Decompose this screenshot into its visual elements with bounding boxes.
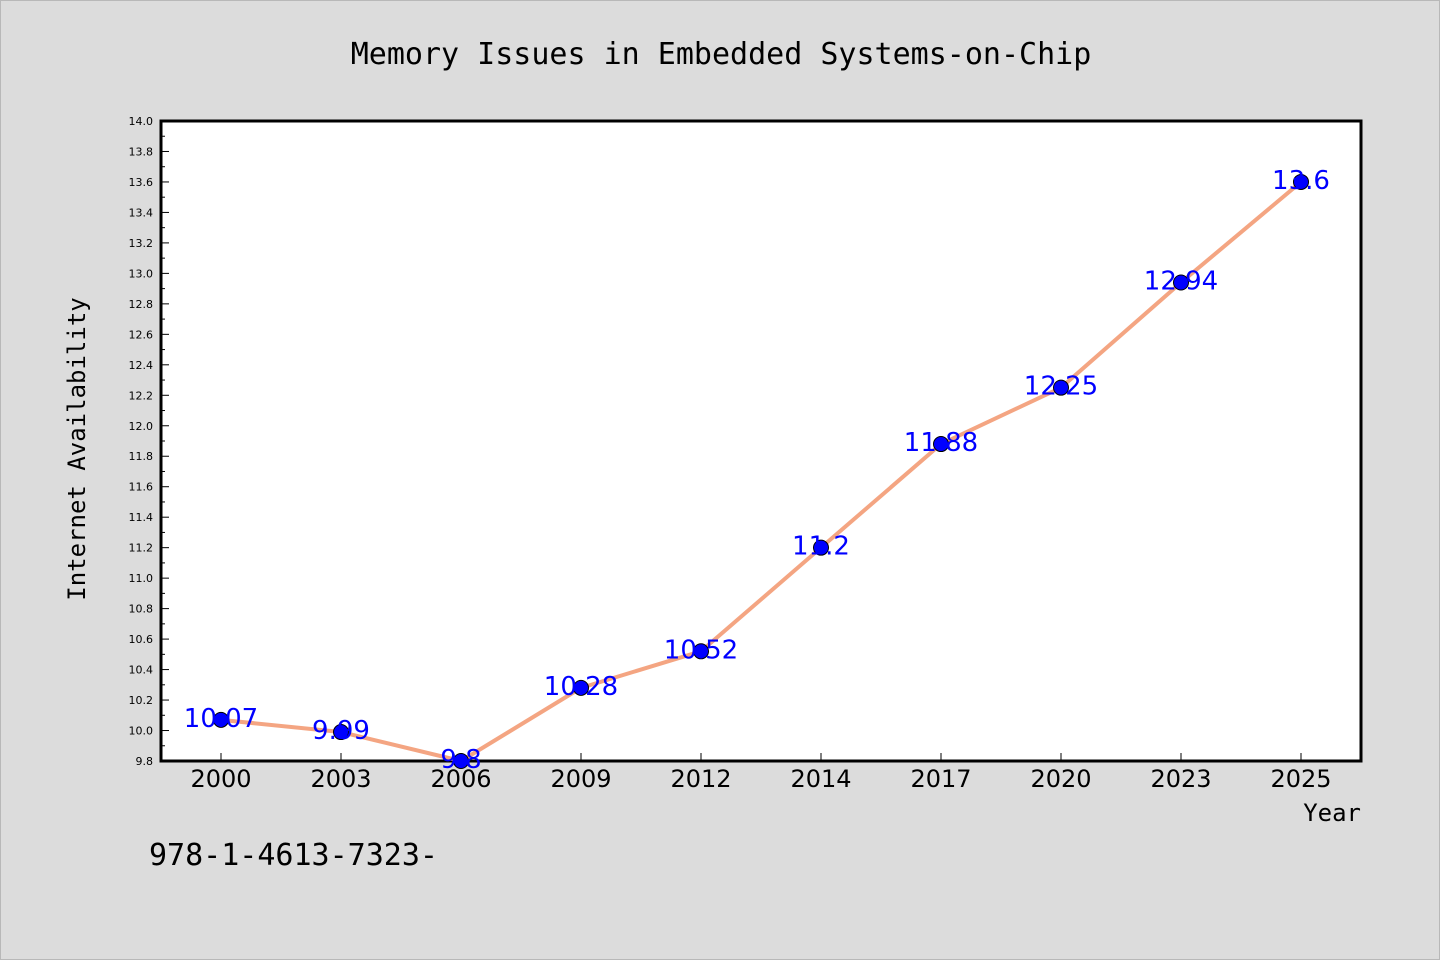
- x-tick-label: 2000: [190, 765, 251, 793]
- plot-area: [159, 119, 1363, 763]
- y-tick-label: 10.4: [129, 664, 154, 677]
- x-tick-label: 2017: [910, 765, 971, 793]
- data-label: 13.6: [1272, 166, 1330, 196]
- x-tick-label: 2023: [1150, 765, 1211, 793]
- y-tick-label: 11.6: [129, 481, 154, 494]
- data-label: 12.25: [1024, 372, 1098, 402]
- y-tick-label: 10.2: [129, 694, 154, 707]
- data-labels-group: 10.07 9.99 9.8 10.28 10.52 11.2 11.88 12.25 12.9…: [184, 166, 1330, 775]
- data-label: 10.52: [664, 635, 738, 665]
- x-tick-label: 2009: [550, 765, 611, 793]
- y-tick-label: 13.2: [129, 237, 154, 250]
- data-point: [453, 753, 469, 769]
- y-axis-label: Internet Availability: [63, 297, 91, 600]
- data-point: [1173, 274, 1189, 291]
- x-tick-label: 2006: [430, 765, 491, 793]
- footnote-text: 978-1-4613-7323-: [149, 838, 438, 873]
- x-tick-label: 2012: [670, 765, 731, 793]
- y-tick-label: 9.8: [136, 755, 154, 768]
- x-axis-label: Year: [1303, 799, 1361, 827]
- data-label: 12.94: [1144, 267, 1218, 297]
- y-tick-label: 13.4: [129, 206, 154, 219]
- x-tick-label: 2014: [790, 765, 851, 793]
- y-tick-label: 12.4: [129, 359, 154, 372]
- data-point: [693, 643, 709, 660]
- data-point: [1053, 379, 1069, 396]
- y-tick-label: 11.2: [129, 542, 154, 555]
- y-tick-label: 13.8: [129, 145, 154, 158]
- data-label: 9.99: [312, 716, 370, 746]
- y-tick-label: 12.0: [129, 420, 154, 433]
- y-tick-label: 13.6: [129, 176, 154, 189]
- data-point: [933, 436, 949, 453]
- y-tick-label: 11.4: [129, 511, 154, 524]
- y-tick-label: 11.8: [129, 450, 154, 463]
- data-point: [813, 539, 829, 556]
- x-tick-label: 2020: [1030, 765, 1091, 793]
- data-label: 11.2: [792, 532, 850, 562]
- data-label: 10.28: [544, 672, 618, 702]
- data-point: [213, 711, 229, 728]
- data-label: 10.07: [184, 704, 258, 734]
- data-label: 9.8: [440, 745, 481, 775]
- y-tick-label: 13.0: [129, 267, 154, 280]
- y-tick-label: 10.8: [129, 603, 154, 616]
- x-tick-label: 2025: [1270, 765, 1331, 793]
- y-tick-label: 12.6: [129, 328, 154, 341]
- series-group: [213, 173, 1309, 769]
- data-point: [573, 679, 589, 696]
- x-axis-ticks: 2000 2003 2006 2009 2012 2014 2017 2020 2023 2025: [190, 753, 1332, 793]
- y-tick-label: 10.6: [129, 633, 154, 646]
- y-tick-label: 12.8: [129, 298, 154, 311]
- x-tick-label: 2003: [310, 765, 371, 793]
- series-line: [220, 180, 1303, 763]
- y-tick-label: 12.2: [129, 389, 154, 402]
- y-tick-label: 11.0: [129, 572, 154, 585]
- y-axis-ticks: 9.8 10.0 10.2 10.4 10.6 10.8 11.0 11.2 11.4 11.6 1…: [129, 115, 169, 768]
- y-tick-label: 14.0: [129, 115, 154, 128]
- chart-title: Memory Issues in Embedded Systems-on-Chi…: [351, 37, 1092, 72]
- data-point: [333, 724, 349, 741]
- y-tick-label: 10.0: [129, 725, 154, 738]
- data-point: [1293, 173, 1309, 190]
- data-label: 11.88: [904, 428, 978, 458]
